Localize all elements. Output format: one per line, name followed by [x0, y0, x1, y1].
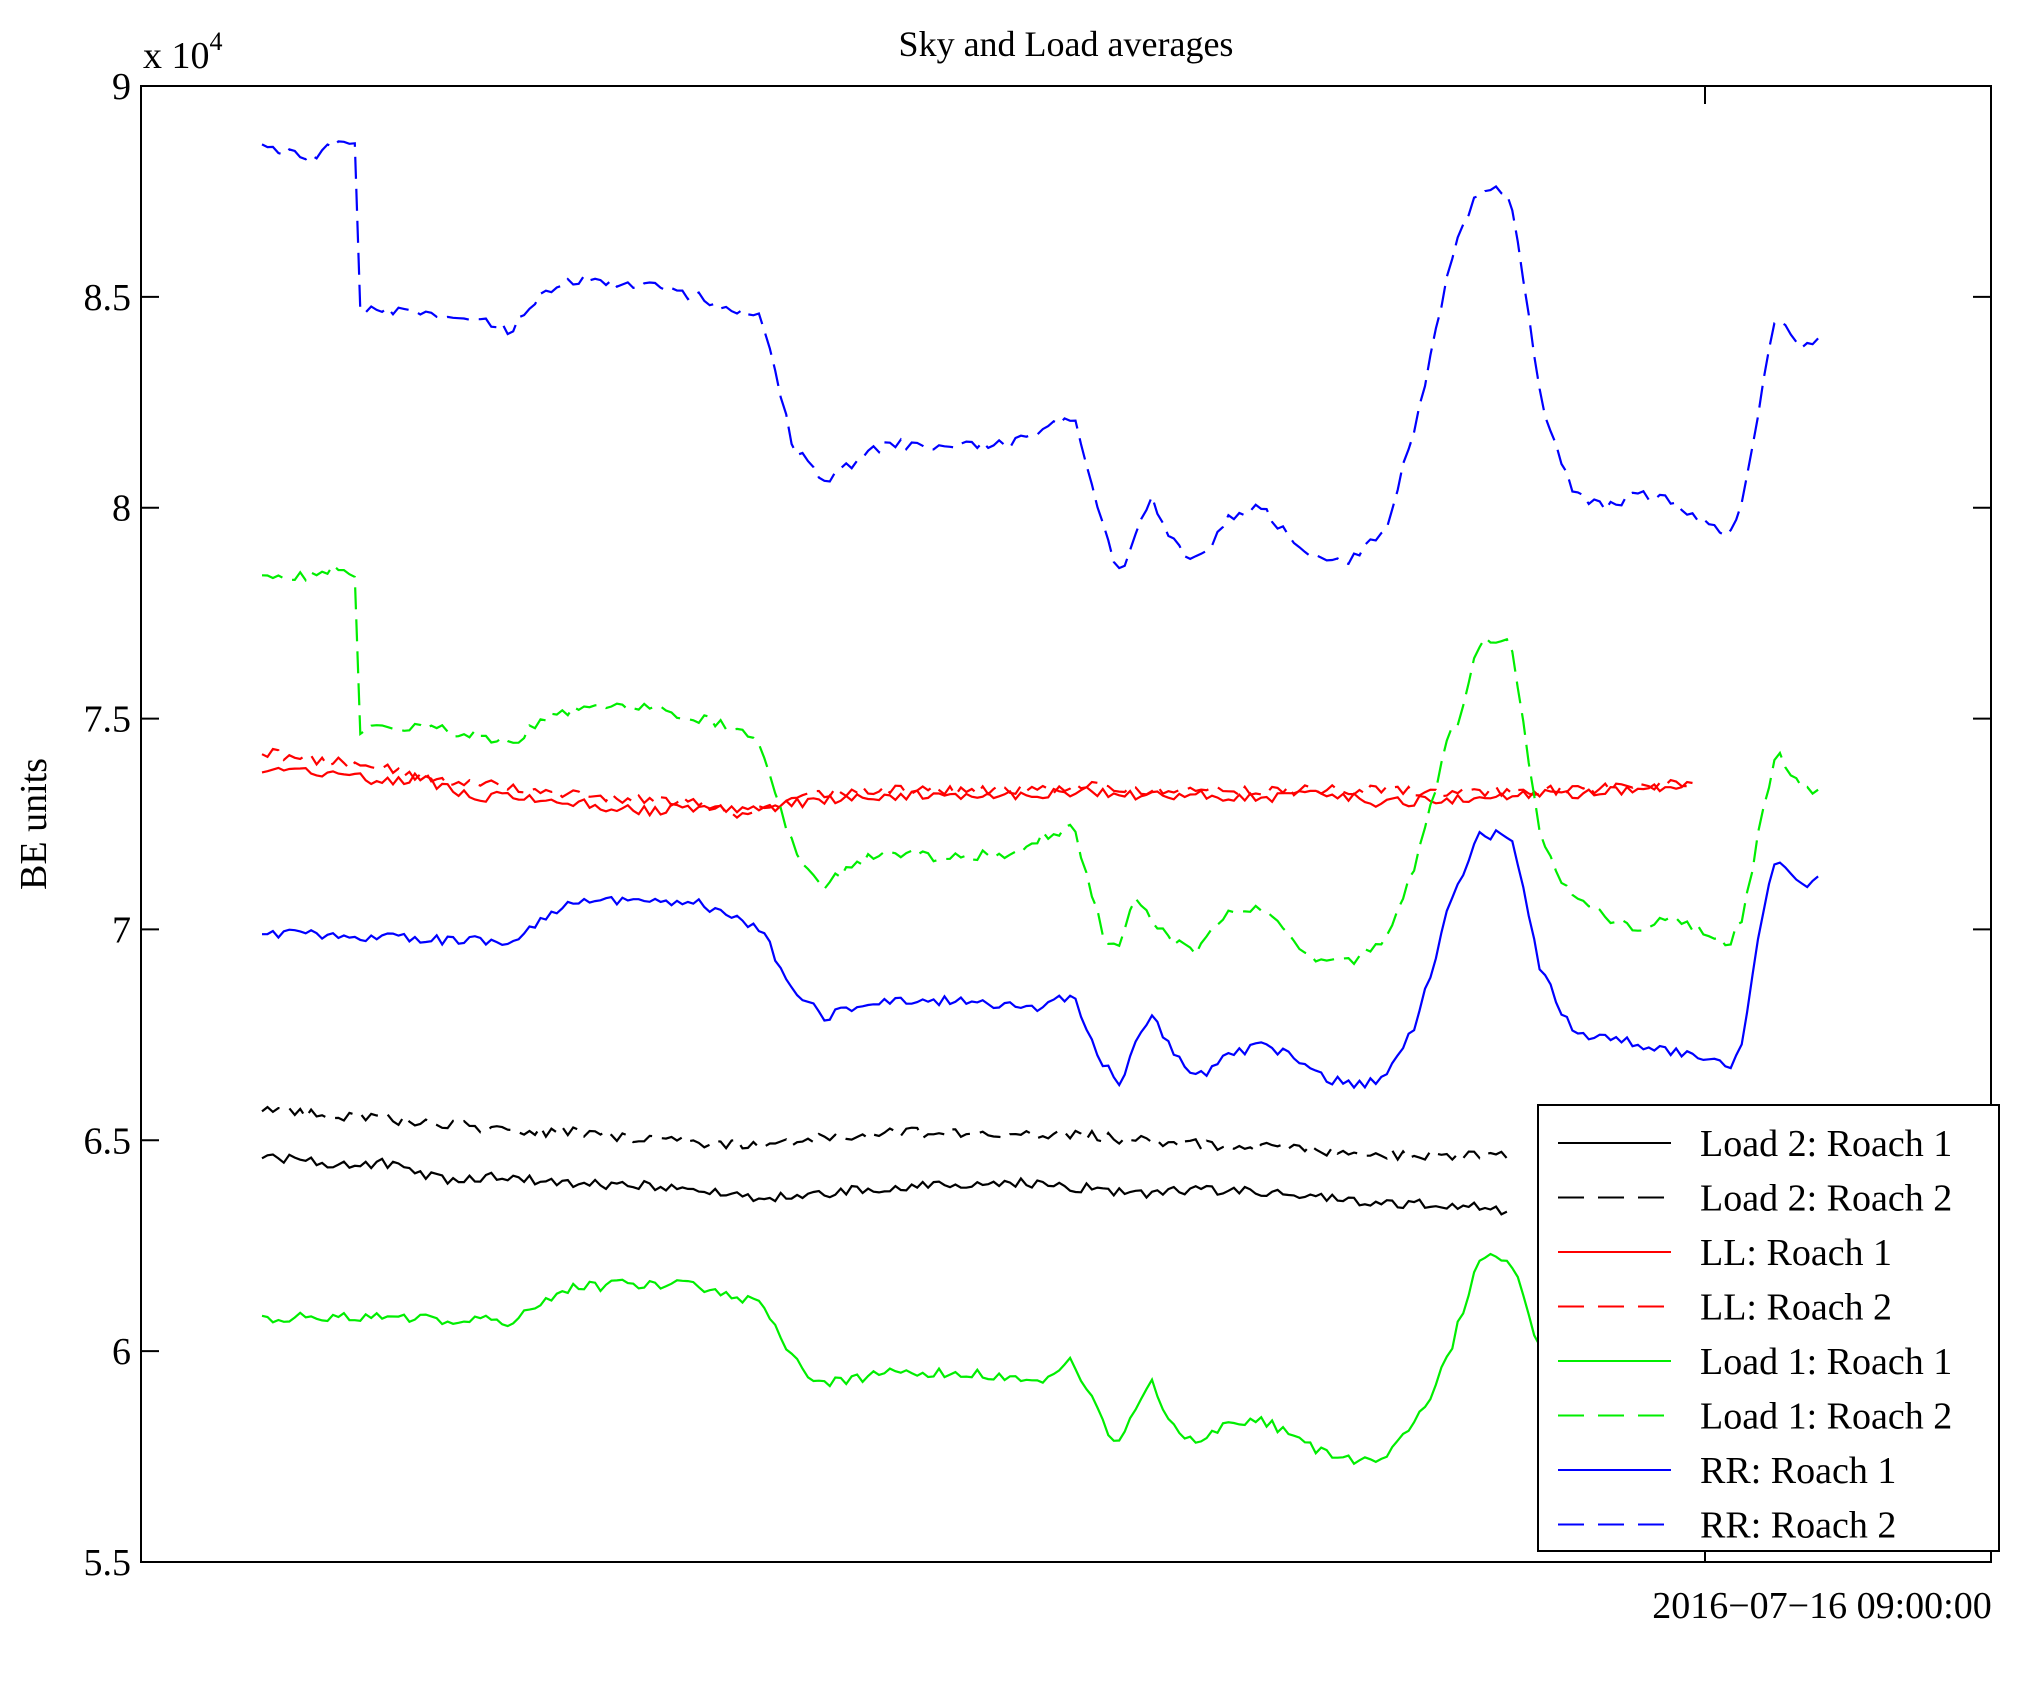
legend-label-2: LL: Roach 1 — [1700, 1232, 1892, 1274]
x-tick-label: 2016−07−16 09:00:00 — [1652, 1585, 1991, 1627]
series-layer — [261, 140, 1819, 1466]
legend-label-1: Load 2: Roach 2 — [1700, 1178, 1952, 1220]
plot-frame — [140, 85, 1992, 1563]
y-tick-label-3: 7 — [112, 909, 131, 951]
series-line-2 — [261, 766, 1693, 818]
y-axis-ticks: 5.5 6 6.5 7 7.5 8 8.5 9 — [84, 66, 1991, 1584]
y-multiplier-base: x 10 — [143, 35, 210, 77]
y-tick-label-7: 9 — [112, 66, 131, 108]
y-tick-label-1: 6 — [112, 1331, 131, 1373]
y-tick-label-5: 8 — [112, 488, 131, 530]
y-tick-label-6: 8.5 — [84, 277, 132, 319]
y-tick-label-4: 7.5 — [84, 699, 132, 741]
chart-title: Sky and Load averages — [899, 24, 1234, 64]
plot-area: 5.5 6 6.5 7 7.5 8 8.5 9 — [84, 66, 1992, 1584]
y-tick-label-0: 5.5 — [84, 1542, 132, 1584]
legend-label-4: Load 1: Roach 1 — [1700, 1341, 1952, 1383]
y-axis-multiplier: x 104 — [143, 27, 223, 77]
legend-label-6: RR: Roach 1 — [1700, 1450, 1896, 1492]
legend-label-7: RR: Roach 2 — [1700, 1505, 1896, 1547]
y-tick-label-2: 6.5 — [84, 1120, 132, 1162]
series-line-3 — [261, 747, 1693, 820]
legend-label-3: LL: Roach 2 — [1700, 1287, 1892, 1329]
y-multiplier-exponent: 4 — [210, 27, 223, 56]
series-line-5 — [261, 563, 1819, 966]
y-axis-label: BE units — [13, 758, 55, 890]
legend-label-0: Load 2: Roach 1 — [1700, 1123, 1952, 1165]
series-line-0 — [261, 1153, 1508, 1216]
series-line-4 — [261, 1252, 1666, 1466]
legend: Load 2: Roach 1 Load 2: Roach 2 LL: Roach … — [1537, 1104, 2000, 1552]
legend-items: Load 2: Roach 1 Load 2: Roach 2 LL: Roach … — [1558, 1123, 1952, 1547]
legend-box — [1537, 1104, 2000, 1552]
series-line-1 — [261, 1105, 1508, 1162]
series-line-6 — [261, 828, 1819, 1090]
series-line-7 — [261, 140, 1819, 570]
legend-label-5: Load 1: Roach 2 — [1700, 1396, 1952, 1438]
